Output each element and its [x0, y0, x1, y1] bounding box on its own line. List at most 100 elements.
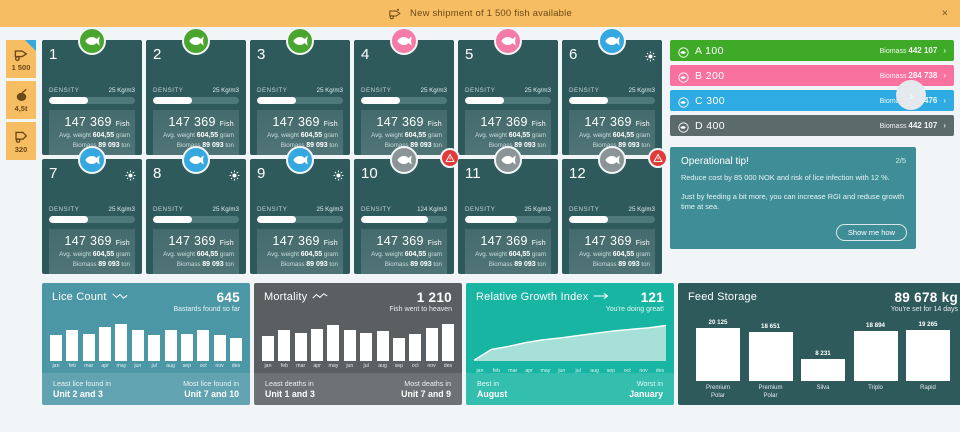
feed-storage-card[interactable]: Feed Storage 89 678 kg You're set for 14…: [678, 283, 960, 405]
rail-item-fish-delivery[interactable]: 1 500: [6, 40, 36, 78]
pen-card-1[interactable]: 1 DENSITY 25 Kg/m3 147 369 Fish Avg. weight …: [42, 27, 142, 155]
feed-storage-labels: Premium Polar Premium Polar Silva Triplo Rapid: [696, 385, 950, 400]
pen-card-5[interactable]: 5 DENSITY 25 Kg/m3 147 369 Fish Avg. weight …: [458, 27, 558, 155]
pen-density-value: 124 Kg/m3: [417, 206, 447, 213]
alert-icon[interactable]: [648, 148, 668, 168]
x-label-jul: jul: [363, 363, 369, 369]
pen-density-value: 25 Kg/m3: [628, 87, 655, 94]
alert-icon[interactable]: [440, 148, 460, 168]
fish-transfer-icon: [13, 129, 30, 144]
pen-density-bar: [569, 97, 655, 104]
pen-card-6[interactable]: 6 DENSITY 25 Kg/m3 147 369 Fish Avg. weight …: [562, 27, 662, 155]
right-column: A 100 Biomass 442 107 › B 200 Biomass 284 73…: [670, 40, 954, 249]
pen-stats: 147 369 Fish Avg. weight 604,55 gram Bioma…: [153, 229, 239, 274]
mortality-card[interactable]: Mortality 1 210 Fish went to heaven jan f…: [254, 283, 462, 405]
fish-status-icon[interactable]: [494, 146, 522, 174]
x-label-nov: nov: [215, 363, 224, 369]
pen-fish-count: 147 369 Fish: [64, 115, 130, 129]
chevron-right-icon[interactable]: ›: [943, 121, 946, 130]
lice-count-card[interactable]: Lice Count 645 Bastards found so far jan…: [42, 283, 250, 405]
next-tip-button[interactable]: ›: [896, 80, 926, 110]
bar-jul: [148, 334, 161, 361]
site-row-a-100[interactable]: A 100 Biomass 442 107 ›: [670, 40, 954, 61]
pen-card-10[interactable]: 10 DENSITY 124 Kg/m3 147 369 Fish Avg. weigh…: [354, 146, 460, 274]
rgi-xlabels: jan feb mar apr may jun jul aug sep oct nov des: [474, 368, 666, 374]
lice-count-most-label: Most lice found in: [183, 379, 239, 388]
feed-storage-plot: 20 125 18 651 8 231 18 894 19 265 Premium Pol…: [696, 319, 950, 400]
fish-status-icon[interactable]: [598, 146, 626, 174]
fish-status-icon[interactable]: [494, 27, 522, 55]
fish-status-icon[interactable]: [182, 146, 210, 174]
feed-bar-label: Rapid: [920, 385, 936, 391]
pen-number: 9: [257, 165, 266, 182]
x-label-aug: aug: [166, 363, 175, 369]
site-row-d-400[interactable]: D 400 Biomass 442 107 ›: [670, 115, 954, 136]
pen-card-9[interactable]: 9 DENSITY 25 Kg/m3 147 369 Fish Avg. weight …: [250, 146, 350, 274]
pen-number: 3: [257, 46, 266, 63]
chevron-right-icon[interactable]: ›: [943, 71, 946, 80]
bar-feb: [66, 329, 79, 361]
feed-bar-column-0: 20 125: [696, 319, 740, 381]
pen-card-12[interactable]: 12 DENSITY 25 Kg/m3 147 369 Fish Avg. weight…: [562, 146, 668, 274]
rgi-plot: jan feb mar apr may jun jul aug sep oct nov des: [473, 319, 667, 374]
chevron-right-icon[interactable]: ›: [943, 46, 946, 55]
pen-density-row: DENSITY 25 Kg/m3: [465, 206, 551, 213]
pen-card-4[interactable]: 4 DENSITY 25 Kg/m3 147 369 Fish Avg. weight …: [354, 27, 454, 155]
x-label-mar: mar: [296, 363, 306, 369]
bar-jan: [50, 334, 62, 361]
pen-biomass: Biomass 89 093 ton: [72, 261, 130, 268]
x-label-des: des: [231, 363, 241, 369]
x-label-jun: jun: [346, 363, 354, 369]
fish-status-icon[interactable]: [390, 27, 418, 55]
chevron-right-icon[interactable]: ›: [943, 96, 946, 105]
rgi-footer: Best in August Worst in January: [466, 373, 674, 405]
x-label-oct: oct: [199, 363, 207, 369]
bar-aug: [164, 330, 177, 361]
pen-density-value: 25 Kg/m3: [628, 206, 655, 213]
lice-count-plot: jan feb mar apr may jun jul aug sep oct nov des: [50, 319, 242, 369]
fish-delivery-icon: [13, 47, 30, 62]
pen-biomass: Biomass 89 093 ton: [280, 142, 338, 149]
pen-number: 2: [153, 46, 162, 63]
fish-status-icon[interactable]: [598, 27, 626, 55]
site-row-b-200[interactable]: B 200 Biomass 284 738 ›: [670, 65, 954, 86]
relative-growth-index-card[interactable]: Relative Growth Index 121 You're doing g…: [466, 283, 674, 405]
down-trend-icon: [111, 291, 128, 303]
pen-card-3[interactable]: 3 DENSITY 25 Kg/m3 147 369 Fish Avg. weight …: [250, 27, 350, 155]
fish-status-icon[interactable]: [390, 146, 418, 174]
rgi-header: Relative Growth Index 121 You're doing g…: [466, 283, 674, 313]
fish-status-icon[interactable]: [286, 27, 314, 55]
x-label-jun: jun: [134, 363, 142, 369]
close-icon[interactable]: ×: [941, 7, 948, 19]
mortality-bars: [262, 319, 454, 361]
pen-card-8[interactable]: 8 DENSITY 25 Kg/m3 147 369 Fish Avg. weight …: [146, 146, 246, 274]
bar-feb: [278, 329, 291, 361]
bar-nov: [425, 328, 438, 361]
pen-avg-weight: Avg. weight 604,55 gram: [267, 132, 338, 139]
fish-status-icon[interactable]: [286, 146, 314, 174]
sun-icon: [333, 168, 344, 181]
x-label-apr: apr: [525, 368, 533, 374]
bar-mar: [82, 334, 95, 361]
pen-density-value: 25 Kg/m3: [316, 206, 343, 213]
pen-density-bar: [361, 97, 447, 104]
pen-density-label: DENSITY: [465, 206, 496, 213]
show-me-how-button[interactable]: Show me how: [835, 224, 907, 241]
bar-des: [441, 324, 454, 361]
rail-item-fish-transfer[interactable]: 320: [6, 122, 36, 160]
tip-title: Operational tip!: [681, 156, 749, 167]
pen-card-7[interactable]: 7 DENSITY 25 Kg/m3 147 369 Fish Avg. weight …: [42, 146, 142, 274]
pen-density-value: 25 Kg/m3: [212, 206, 239, 213]
rail-item-feed[interactable]: 4,5t: [6, 81, 36, 119]
pen-density-label: DENSITY: [569, 87, 600, 94]
fish-status-icon[interactable]: [182, 27, 210, 55]
x-label-jun: jun: [558, 368, 566, 374]
feed-bar-value: 18 651: [761, 322, 780, 330]
pen-card-2[interactable]: 2 DENSITY 25 Kg/m3 147 369 Fish Avg. weight …: [146, 27, 246, 155]
fish-status-icon[interactable]: [78, 146, 106, 174]
pen-card-11[interactable]: 11 DENSITY 25 Kg/m3 147 369 Fish Avg. weight…: [458, 146, 558, 274]
feed-bar-column-2: 8 231: [801, 350, 845, 381]
fish-status-icon[interactable]: [78, 27, 106, 55]
x-label-jul: jul: [575, 368, 581, 374]
mortality-title: Mortality: [264, 291, 308, 303]
